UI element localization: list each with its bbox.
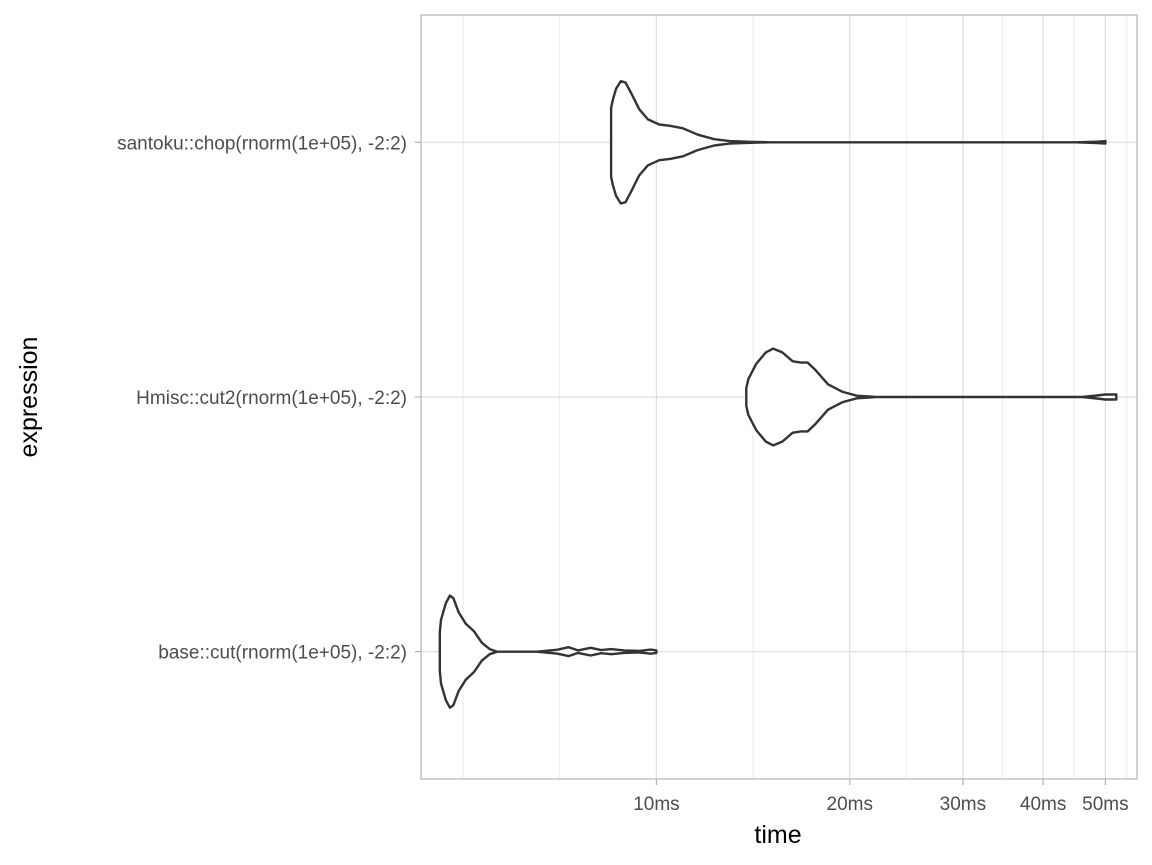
x-tick-label: 30ms <box>940 794 986 815</box>
violin-base-cut <box>438 594 658 709</box>
y-axis-ticks <box>415 141 421 653</box>
violin-santoku-chop <box>609 80 1107 205</box>
y-tick-label: base::cut(rnorm(1e+05), -2:2) <box>158 643 407 664</box>
violin-hmisc-cut2 <box>745 347 1118 447</box>
y-axis-title: expression <box>15 337 43 458</box>
x-tick-label: 10ms <box>633 794 679 815</box>
x-tick-label: 50ms <box>1082 794 1128 815</box>
y-tick-label: santoku::chop(rnorm(1e+05), -2:2) <box>117 133 407 154</box>
x-axis-tick-labels: 10ms 20ms 30ms 40ms 50ms <box>633 794 1128 815</box>
violins <box>438 80 1118 709</box>
x-axis-ticks <box>655 779 1106 785</box>
x-tick-label: 40ms <box>1020 794 1066 815</box>
y-tick-label: Hmisc::cut2(rnorm(1e+05), -2:2) <box>136 388 407 409</box>
y-axis-tick-labels: base::cut(rnorm(1e+05), -2:2) Hmisc::cut2… <box>117 133 407 663</box>
x-axis-title: time <box>754 821 801 849</box>
x-tick-label: 20ms <box>827 794 873 815</box>
